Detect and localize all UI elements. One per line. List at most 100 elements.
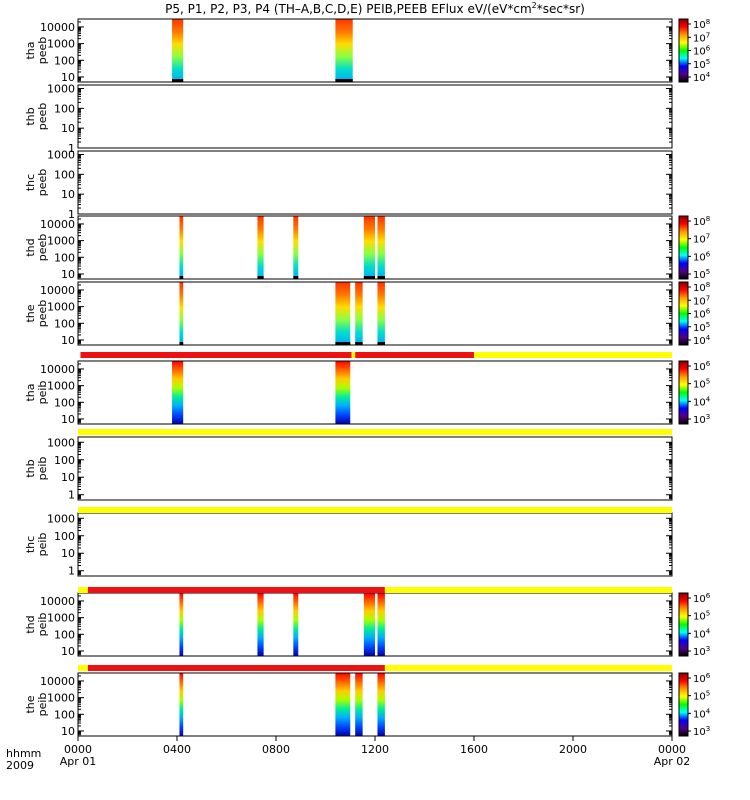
panel-product-label: peeb bbox=[36, 169, 49, 197]
spacecraft-potential-trace-1 bbox=[179, 342, 184, 345]
y-tick-label: 1 bbox=[68, 565, 75, 578]
spacecraft-potential-trace-3 bbox=[355, 342, 363, 345]
colorbar-label: 106 bbox=[693, 45, 711, 58]
y-tick-label: 100 bbox=[54, 530, 75, 543]
colorbar bbox=[678, 18, 689, 83]
colorbar-label: 105 bbox=[693, 321, 710, 334]
colorbar bbox=[678, 360, 689, 425]
y-tick-label: 10 bbox=[61, 413, 75, 426]
panel-product-label: peib bbox=[36, 381, 49, 405]
colorbar-label: 108 bbox=[693, 18, 710, 31]
y-tick-label: 10000 bbox=[40, 21, 75, 34]
panel-product-label: peeb bbox=[36, 37, 49, 65]
mode-bar-segment-3 bbox=[384, 665, 672, 671]
panel-product-label: peeb bbox=[36, 300, 49, 328]
y-tick-label: 100 bbox=[54, 454, 75, 467]
panel-probe-label: the bbox=[24, 304, 37, 322]
time-tick-hhmm: 1600 bbox=[460, 743, 488, 756]
mode-bar-segment-1 bbox=[78, 665, 88, 671]
time-axis-row1-label: hhmm bbox=[6, 747, 41, 760]
colorbar-label: 104 bbox=[693, 707, 711, 720]
y-tick-label: 10 bbox=[61, 645, 75, 658]
data-block-1 bbox=[179, 216, 184, 279]
y-tick-label: 10 bbox=[61, 471, 75, 484]
time-tick-hhmm: 2000 bbox=[559, 743, 587, 756]
colorbar-label: 105 bbox=[693, 268, 710, 281]
y-tick-label: 10 bbox=[61, 268, 75, 281]
colorbar-label: 108 bbox=[693, 281, 710, 294]
spacecraft-potential-trace-1 bbox=[172, 79, 184, 82]
y-tick-label: 10 bbox=[61, 122, 75, 135]
colorbar-label: 103 bbox=[693, 413, 710, 426]
panel-product-label: peib bbox=[36, 613, 49, 637]
panel-probe-label: thb bbox=[24, 459, 37, 477]
mode-bar-4 bbox=[78, 587, 672, 593]
panel-thb-peib: 1 10 100 1000 thb peib bbox=[24, 436, 673, 502]
y-tick-label: 10 bbox=[61, 547, 75, 560]
colorbar-label: 104 bbox=[693, 71, 711, 84]
colorbar-label: 106 bbox=[693, 592, 711, 605]
data-block-2 bbox=[335, 282, 351, 345]
colorbar-label: 108 bbox=[693, 215, 710, 228]
panel-probe-label: thb bbox=[24, 107, 37, 125]
colorbar-label: 104 bbox=[693, 334, 711, 347]
mode-bar-3 bbox=[78, 507, 672, 513]
panel-frame bbox=[77, 150, 673, 215]
data-block-2 bbox=[335, 673, 351, 736]
time-tick-hhmm: 0400 bbox=[163, 743, 191, 756]
panel-probe-label: the bbox=[24, 695, 37, 713]
data-block-5 bbox=[377, 216, 385, 279]
data-block-1 bbox=[172, 19, 184, 82]
y-tick-label: 10000 bbox=[40, 363, 75, 376]
y-tick-label: 10 bbox=[61, 188, 75, 201]
spacecraft-potential-trace-3 bbox=[293, 276, 299, 279]
y-tick-label: 1 bbox=[68, 142, 75, 155]
y-tick-label: 1000 bbox=[47, 235, 75, 248]
data-block-1 bbox=[172, 361, 184, 424]
time-tick-5: 1600 bbox=[460, 736, 488, 756]
y-tick-label: 10 bbox=[61, 334, 75, 347]
data-block-3 bbox=[293, 216, 299, 279]
colorbar-label: 105 bbox=[693, 58, 710, 71]
time-axis-row2-label: 2009 bbox=[6, 759, 34, 772]
panel-product-label: peib bbox=[36, 457, 49, 481]
data-block-5 bbox=[377, 593, 385, 656]
panel-product-label: peeb bbox=[36, 234, 49, 262]
spacecraft-potential-trace-5 bbox=[377, 276, 385, 279]
data-block-2 bbox=[257, 216, 264, 279]
panel-probe-label: thc bbox=[24, 174, 37, 191]
y-tick-label: 10000 bbox=[40, 284, 75, 297]
panel-product-label: peeb bbox=[36, 103, 49, 131]
y-tick-label: 100 bbox=[54, 708, 75, 721]
panel-thb-peeb: 1 10 100 1000 thb peeb bbox=[24, 82, 673, 155]
y-tick-label: 100 bbox=[54, 168, 75, 181]
data-block-1 bbox=[179, 593, 184, 656]
panel-frame bbox=[77, 512, 673, 577]
panel-probe-label: thd bbox=[24, 238, 37, 256]
spacecraft-potential-trace-4 bbox=[363, 276, 375, 279]
y-tick-label: 10000 bbox=[40, 595, 75, 608]
panel-product-label: peib bbox=[36, 533, 49, 557]
data-block-2 bbox=[335, 19, 353, 82]
y-tick-label: 10000 bbox=[40, 218, 75, 231]
y-tick-label: 1 bbox=[68, 489, 75, 502]
figure-title-tail: *sec*sr) bbox=[537, 2, 585, 16]
spacecraft-potential-trace-2 bbox=[335, 342, 351, 345]
colorbar bbox=[678, 672, 689, 737]
spacecraft-potential-trace-2 bbox=[335, 79, 353, 82]
y-tick-label: 100 bbox=[54, 628, 75, 641]
colorbar-label: 106 bbox=[693, 250, 711, 263]
panel-probe-label: tha bbox=[24, 383, 37, 401]
panel-probe-label: thd bbox=[24, 615, 37, 633]
mode-bar-segment-1 bbox=[78, 429, 672, 435]
panel-frame bbox=[77, 84, 673, 149]
colorbar-label: 104 bbox=[693, 395, 711, 408]
colorbar bbox=[678, 281, 689, 346]
